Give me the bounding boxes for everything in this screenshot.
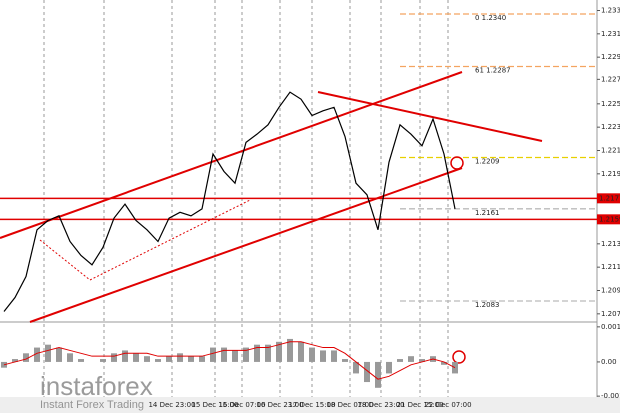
- x-tick-label: 18 Dec 07:00: [326, 401, 373, 409]
- watermark-sub: Instant Forex Trading: [40, 399, 144, 411]
- macd-bar: [199, 356, 205, 362]
- macd-bar: [397, 359, 403, 362]
- y-tick-label: 1.2338: [601, 7, 620, 15]
- macd-bar: [364, 361, 370, 383]
- macd-bar: [133, 353, 139, 362]
- level-label: 1.2159: [599, 215, 620, 223]
- x-tick-label: 17 Dec 15:00: [288, 401, 335, 409]
- macd-bar: [34, 347, 40, 362]
- x-tick-label: 21 Dec 15:00: [396, 401, 443, 409]
- macd-bar: [78, 359, 84, 362]
- macd-bar: [408, 356, 414, 362]
- y-tick-label: 1.2298: [601, 53, 620, 61]
- price-line: [3, 91, 456, 312]
- macd-bar: [144, 356, 150, 362]
- macd-bar: [232, 350, 238, 362]
- fib-label: 1.2209: [475, 158, 500, 166]
- macd-bar: [188, 356, 194, 362]
- level-box: [597, 214, 620, 225]
- fib-label: 1.2161: [475, 209, 500, 217]
- x-tick-label: 18 Dec 23:00: [357, 401, 404, 409]
- y-tick-label: 1.2318: [601, 30, 620, 38]
- macd-bar: [298, 341, 304, 362]
- fib-label: 0 1.2340: [475, 14, 506, 22]
- macd-bar: [166, 356, 172, 362]
- x-tick-label: 22 Dec 07:00: [424, 401, 471, 409]
- fib-label: 61 1.2287: [475, 67, 511, 75]
- signal-line: [3, 341, 456, 380]
- y-tick-label: 1.2078: [601, 310, 620, 318]
- macd-bar: [320, 350, 326, 362]
- macd-bar: [254, 344, 260, 362]
- y-tick-label: -0.00119: [601, 392, 620, 400]
- macd-bar: [210, 347, 216, 362]
- y-tick-label: 1.2098: [601, 287, 620, 295]
- y-tick-label: 1.2138: [601, 240, 620, 248]
- macd-bar: [12, 359, 18, 362]
- macd-bar: [342, 359, 348, 362]
- y-tick-label: 1.2118: [601, 263, 620, 271]
- x-tick-label: 16 Dec 23:00: [256, 401, 303, 409]
- macd-bar: [419, 359, 425, 362]
- y-tick-label: 1.2238: [601, 123, 620, 131]
- y-tick-label: 1.2218: [601, 147, 620, 155]
- macd-bar: [331, 350, 337, 362]
- x-tick-label: 15 Dec 15:00: [191, 401, 238, 409]
- time-axis: [0, 397, 620, 413]
- y-tick-label: 1.2198: [601, 170, 620, 178]
- y-tick-label: 0.00: [601, 358, 617, 366]
- macd-bar: [441, 361, 447, 365]
- macd-bar: [56, 347, 62, 362]
- level-box: [597, 193, 620, 204]
- x-tick-label: 14 Dec 23:00: [148, 401, 195, 409]
- macd-bar: [243, 347, 249, 362]
- macd-bar: [375, 361, 381, 388]
- watermark: instaforex: [40, 371, 153, 401]
- macd-bar: [111, 353, 117, 362]
- y-tick-label: 1.2279: [601, 75, 620, 83]
- y-tick-label: 0.00122: [601, 323, 620, 331]
- highlight-circle: [452, 350, 466, 364]
- macd-bar: [177, 353, 183, 362]
- macd-bar: [122, 350, 128, 362]
- macd-bar: [287, 338, 293, 362]
- fib-label: 1.2083: [475, 301, 500, 309]
- x-tick-label: 16 Dec 07:00: [218, 401, 265, 409]
- macd-bar: [386, 361, 392, 374]
- macd-bar: [67, 353, 73, 362]
- macd-bar: [45, 344, 51, 362]
- highlight-circle: [450, 156, 464, 170]
- macd-bar: [100, 359, 106, 362]
- trend-lines: [0, 71, 543, 323]
- macd-bar: [23, 353, 29, 362]
- macd-bar: [276, 341, 282, 362]
- macd-bar: [309, 347, 315, 362]
- macd-bar: [265, 344, 271, 362]
- macd-bar: [353, 361, 359, 374]
- macd-bar: [155, 359, 161, 362]
- level-label: 1.2177: [599, 194, 620, 202]
- macd-bar: [221, 347, 227, 362]
- y-tick-label: 1.2258: [601, 100, 620, 108]
